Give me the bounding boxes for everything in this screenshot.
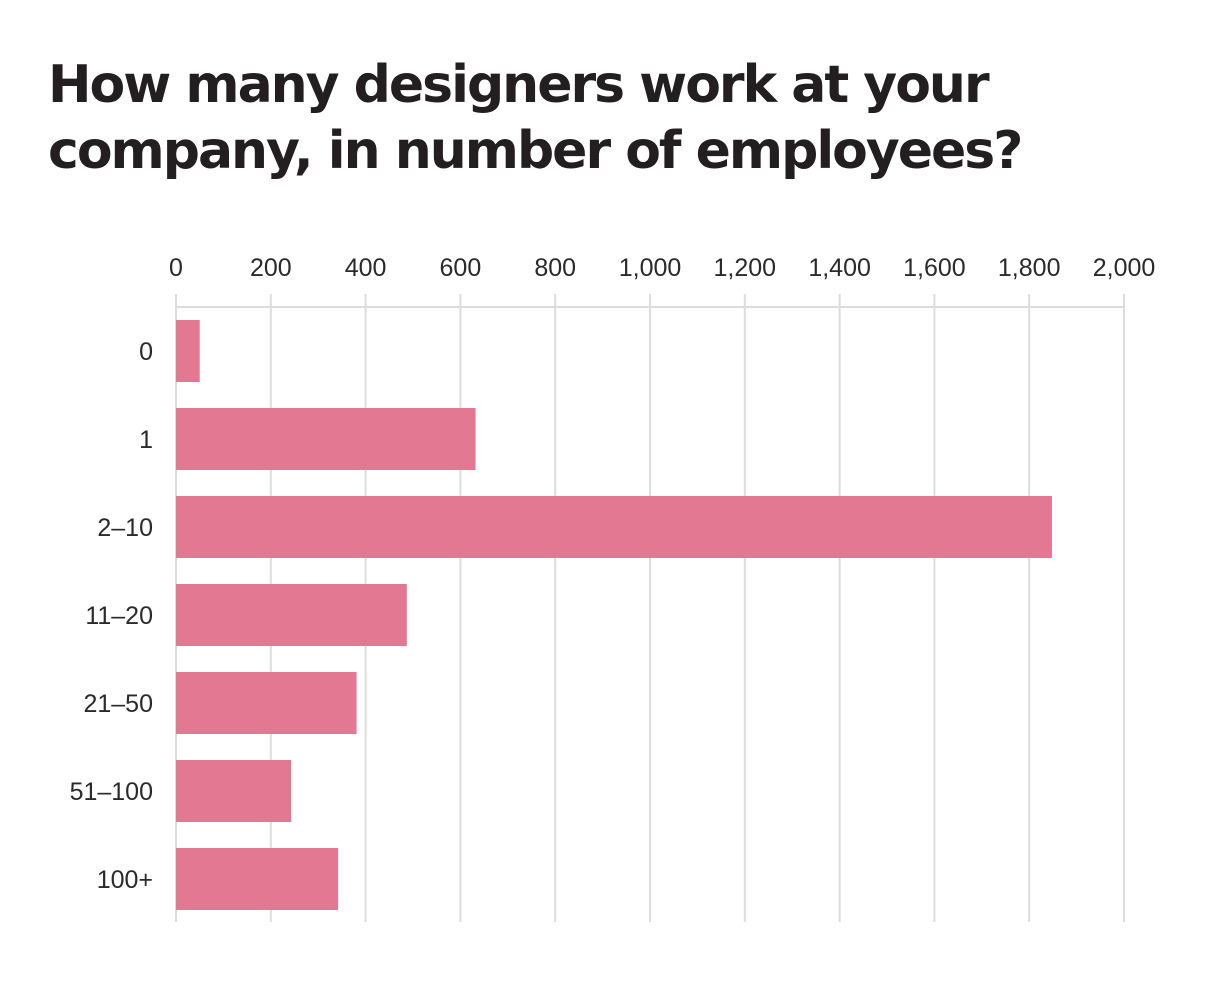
x-axis-ticks: 0 200 400 600 800 1,000 1,200 1,400 1,600 1,800 2,… <box>169 254 1155 282</box>
x-tick-label: 400 <box>345 254 387 282</box>
category-label: 11–20 <box>85 602 153 630</box>
y-axis-category-labels: 0 1 2–10 11–20 21–50 51–100 100+ <box>70 338 153 894</box>
bar <box>176 760 292 822</box>
bar <box>176 496 1052 558</box>
x-tick-label: 1,000 <box>619 254 682 282</box>
x-tick-label: 2,000 <box>1093 254 1156 282</box>
category-label: 100+ <box>97 866 153 894</box>
category-label: 2–10 <box>97 514 153 542</box>
bar <box>176 584 407 646</box>
x-tick-label: 1,600 <box>903 254 966 282</box>
category-label: 0 <box>139 338 153 366</box>
x-tick-label: 1,200 <box>714 254 777 282</box>
x-tick-label: 200 <box>250 254 292 282</box>
category-label: 1 <box>139 426 153 454</box>
bar <box>176 672 357 734</box>
x-tick-label: 800 <box>534 254 576 282</box>
category-label: 51–100 <box>70 778 153 806</box>
x-tick-label: 0 <box>169 254 183 282</box>
bar <box>176 320 200 382</box>
x-tick-label: 1,800 <box>998 254 1061 282</box>
x-tick-label: 600 <box>440 254 482 282</box>
bars <box>176 320 1052 910</box>
category-label: 21–50 <box>83 690 153 718</box>
x-tick-label: 1,400 <box>808 254 871 282</box>
bar <box>176 408 476 470</box>
chart-title: How many designers work at your company,… <box>48 55 1023 181</box>
gridlines <box>175 294 1125 922</box>
bar <box>176 848 339 910</box>
